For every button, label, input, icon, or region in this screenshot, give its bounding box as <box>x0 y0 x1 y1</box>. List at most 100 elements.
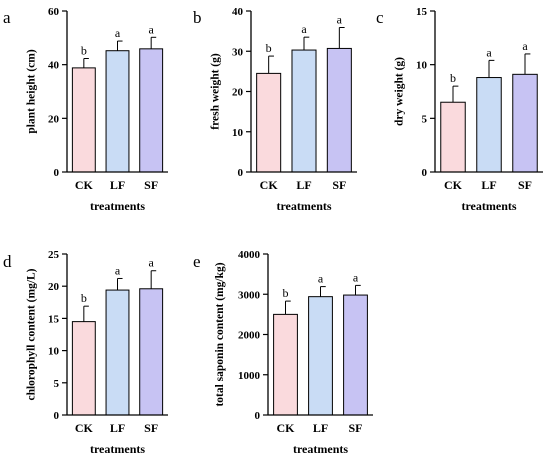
y-tick-label: 0 <box>54 410 60 422</box>
significance-label: a <box>353 270 359 284</box>
bar-lf <box>105 50 130 173</box>
y-tick-label: 3000 <box>238 289 261 301</box>
error-bar <box>303 36 310 51</box>
y-tick-label: 5 <box>54 378 60 390</box>
error-bar <box>83 305 89 322</box>
significance-label: a <box>486 45 492 59</box>
y-tick-label: 0 <box>54 167 60 179</box>
y-axis-title: plant height (cm) <box>26 49 38 134</box>
y-tick-label: 20 <box>48 113 60 125</box>
y-tick-label: 0 <box>238 167 244 179</box>
chart-panel-d: d b CK a LF a SF 0 5 10 15 20 25 treatments chlorophyl… <box>3 249 168 456</box>
chart-panel-e: e b CK a LF a SF 0 1000 2000 3000 4000 treatments tot… <box>193 249 373 456</box>
y-tick-label: 30 <box>232 46 244 58</box>
x-tick-label: SF <box>144 178 158 192</box>
bar-lf <box>308 296 333 416</box>
bar-ck <box>256 72 282 173</box>
y-tick-label: 25 <box>48 249 60 261</box>
error-bar <box>488 59 495 78</box>
x-tick-label: SF <box>332 178 346 192</box>
panel-letter: c <box>376 8 384 27</box>
x-tick-label: LF <box>313 421 328 435</box>
significance-label: b <box>266 41 272 55</box>
y-tick-label: 40 <box>232 6 244 18</box>
x-tick-label: CK <box>75 178 94 192</box>
x-tick-label: CK <box>260 178 279 192</box>
significance-label: a <box>318 272 324 286</box>
y-tick-label: 10 <box>416 60 428 72</box>
y-tick-label: 1000 <box>238 370 261 382</box>
y-tick-label: 20 <box>48 281 60 293</box>
x-tick-label: CK <box>277 421 296 435</box>
bar-ck <box>71 321 96 416</box>
error-bar <box>285 300 291 315</box>
error-bar <box>320 286 326 297</box>
x-tick-label: LF <box>110 178 125 192</box>
error-bar <box>150 270 157 289</box>
y-tick-label: 60 <box>48 6 60 18</box>
significance-label: a <box>337 13 343 27</box>
significance-label: a <box>301 22 307 36</box>
y-tick-label: 2000 <box>238 330 261 342</box>
x-tick-label: LF <box>110 421 125 435</box>
bar-lf <box>291 49 317 173</box>
significance-label: b <box>283 286 289 300</box>
y-tick-label: 10 <box>232 127 244 139</box>
x-tick-label: LF <box>481 178 496 192</box>
x-tick-label: CK <box>444 178 463 192</box>
x-axis-title: treatments <box>293 442 348 456</box>
error-bar <box>150 36 157 49</box>
bar-sf <box>343 294 368 416</box>
bar-ck <box>440 101 466 173</box>
x-tick-label: LF <box>296 178 311 192</box>
bar-lf <box>105 289 130 416</box>
error-bar <box>268 55 274 74</box>
y-tick-label: 0 <box>255 410 261 422</box>
x-axis-title: treatments <box>276 199 331 213</box>
significance-label: b <box>81 43 87 57</box>
x-axis-title: treatments <box>90 199 145 213</box>
y-tick-label: 4000 <box>238 249 261 261</box>
significance-label: a <box>149 22 155 36</box>
panel-letter: b <box>193 8 202 27</box>
error-bar <box>83 57 89 68</box>
bar-lf <box>476 77 502 173</box>
y-tick-label: 40 <box>48 60 60 72</box>
y-tick-label: 5 <box>422 113 428 125</box>
bar-sf <box>139 288 164 416</box>
bar-sf <box>139 48 164 173</box>
y-axis-title: dry weight (g) <box>394 57 406 126</box>
panel-letter: a <box>3 8 11 27</box>
y-axis-title: total saponin content (mg/kg) <box>214 262 226 406</box>
error-bar <box>355 284 361 296</box>
error-bar <box>117 40 123 51</box>
x-axis-title: treatments <box>461 199 516 213</box>
significance-label: a <box>115 263 121 277</box>
y-tick-label: 15 <box>416 6 428 18</box>
x-axis-title: treatments <box>90 442 145 456</box>
panel-letter: d <box>3 252 12 271</box>
y-tick-label: 20 <box>232 87 244 99</box>
y-tick-label: 0 <box>422 167 428 179</box>
chart-panel-b: b b CK a LF a SF 0 10 20 30 40 treatments fresh weigh… <box>193 6 357 213</box>
bar-ck <box>71 67 96 173</box>
significance-label: b <box>81 291 87 305</box>
panel-letter: e <box>193 252 201 271</box>
y-axis-title: chlorophyll content (mg/L) <box>26 268 38 400</box>
x-tick-label: SF <box>348 421 362 435</box>
chart-panel-c: c b CK a LF a SF 0 5 10 15 treatments dry weight (g) <box>376 6 543 213</box>
significance-label: a <box>115 26 121 40</box>
bar-ck <box>273 313 298 416</box>
error-bar <box>452 85 459 103</box>
significance-label: a <box>522 39 528 53</box>
y-tick-label: 10 <box>48 346 60 358</box>
y-axis-title: fresh weight (g) <box>210 53 222 130</box>
x-tick-label: SF <box>144 421 158 435</box>
bar-sf <box>326 47 352 173</box>
chart-panel-a: a b CK a LF a SF 0 20 40 60 treatments plant height … <box>3 6 168 213</box>
significance-label: b <box>450 71 456 85</box>
y-tick-label: 15 <box>48 313 60 325</box>
error-bar <box>524 53 531 75</box>
error-bar <box>117 277 123 291</box>
